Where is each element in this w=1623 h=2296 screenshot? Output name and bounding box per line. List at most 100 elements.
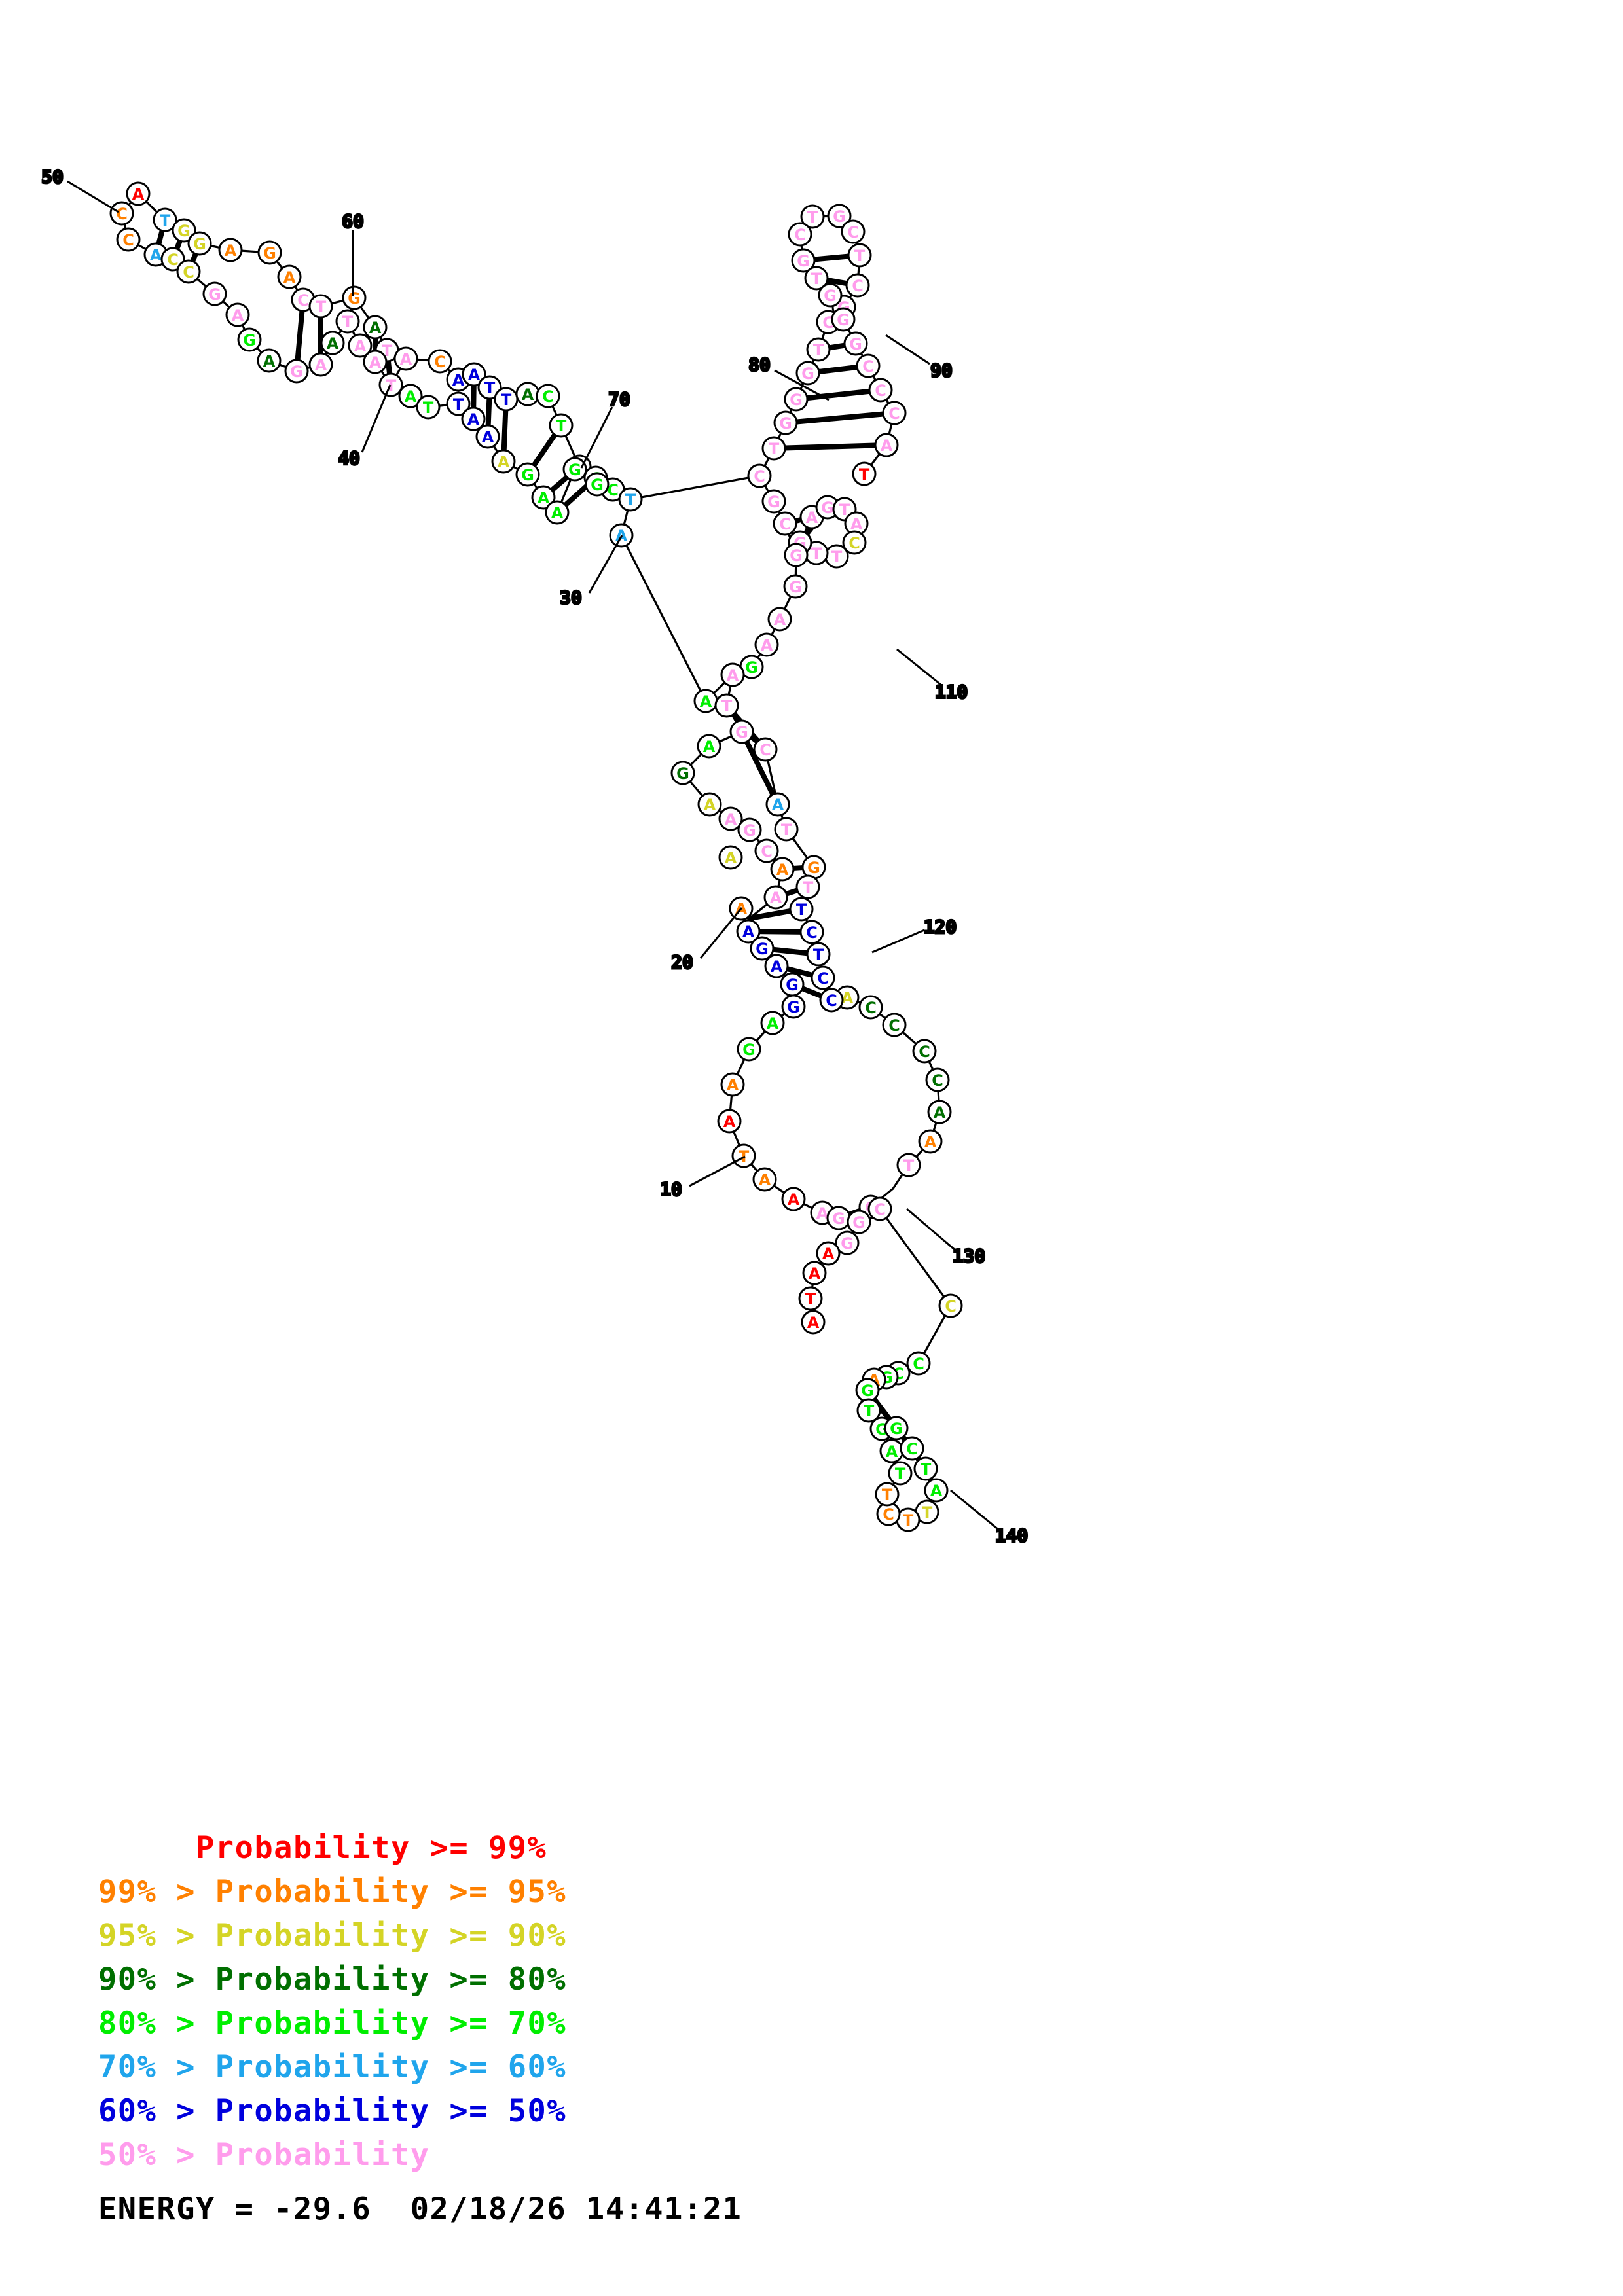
svg-text:G: G (745, 658, 758, 677)
svg-text:G: G (797, 252, 810, 270)
svg-text:A: A (468, 366, 481, 384)
svg-text:A: A (742, 923, 755, 941)
svg-text:C: C (779, 515, 791, 533)
position-number-120: 120 (924, 916, 957, 938)
svg-text:T: T (501, 391, 512, 409)
probability-legend: Probability >= 99% 99% > Probability >= … (0, 1826, 1623, 2227)
svg-text:A: A (369, 319, 382, 337)
svg-text:A: A (934, 1103, 946, 1122)
legend-row-95: 99% > Probability >= 95% (98, 1874, 567, 1910)
svg-text:G: G (767, 493, 780, 511)
svg-text:T: T (781, 821, 792, 839)
svg-text:A: A (400, 350, 412, 368)
svg-text:C: C (847, 223, 859, 242)
svg-text:C: C (919, 1043, 930, 1061)
svg-text:G: G (890, 1420, 903, 1438)
position-leader-line (699, 907, 743, 959)
svg-text:A: A (369, 353, 382, 372)
svg-text:C: C (167, 251, 179, 269)
svg-text:A: A (816, 1204, 829, 1223)
svg-text:G: G (521, 466, 534, 484)
svg-text:G: G (756, 940, 769, 958)
svg-text:G: G (742, 1041, 756, 1059)
svg-text:G: G (861, 1382, 874, 1400)
svg-text:A: A (150, 246, 162, 264)
svg-text:G: G (243, 331, 256, 350)
svg-text:C: C (761, 842, 773, 861)
svg-text:A: A (522, 386, 534, 404)
svg-text:T: T (556, 417, 567, 435)
svg-text:A: A (930, 1482, 943, 1500)
svg-text:T: T (859, 465, 870, 484)
svg-text:G: G (735, 723, 748, 742)
svg-text:C: C (913, 1355, 924, 1373)
svg-text:C: C (817, 969, 829, 988)
svg-text:T: T (625, 491, 636, 509)
svg-text:A: A (841, 989, 854, 1007)
svg-text:A: A (727, 1076, 739, 1094)
svg-text:C: C (852, 277, 864, 295)
legend-row-90: 95% > Probability >= 90% (98, 1918, 567, 1954)
svg-text:A: A (482, 428, 494, 446)
svg-text:G: G (568, 461, 581, 479)
svg-text:T: T (813, 341, 824, 359)
position-leader-line (580, 406, 613, 469)
svg-text:T: T (922, 1503, 933, 1522)
position-number-140: 140 (995, 1525, 1029, 1547)
svg-text:G: G (852, 1213, 866, 1232)
svg-text:G: G (790, 391, 803, 409)
svg-text:G: G (779, 414, 792, 433)
svg-text:C: C (888, 1016, 900, 1035)
svg-text:A: A (767, 1014, 779, 1033)
svg-text:A: A (806, 509, 818, 527)
position-leader-line (950, 1489, 999, 1531)
svg-text:T: T (807, 208, 818, 226)
svg-text:C: C (116, 205, 128, 223)
legend-row-99: Probability >= 99% (98, 1830, 547, 1866)
legend-row-60: 70% > Probability >= 60% (98, 2049, 567, 2085)
svg-text:T: T (803, 878, 814, 897)
svg-text:A: A (774, 611, 786, 629)
position-number-110: 110 (935, 681, 968, 703)
svg-text:T: T (903, 1511, 914, 1530)
svg-text:G: G (348, 289, 361, 308)
svg-text:T: T (921, 1460, 932, 1479)
position-labels: 10 20 30 40 50 60 70 80 90 110 120 130 140 (41, 165, 1029, 1547)
position-leader-line (896, 648, 941, 686)
svg-text:A: A (538, 489, 550, 507)
position-number-30: 30 (560, 587, 582, 609)
svg-text:T: T (895, 1465, 906, 1483)
svg-text:T: T (342, 313, 354, 331)
position-number-70: 70 (608, 389, 630, 410)
rna-structure-panel: C A T C A G C G C A G A C T G A G A G A … (41, 165, 1029, 1547)
svg-text:G: G (786, 976, 799, 994)
svg-text:A: A (354, 337, 367, 355)
svg-text:C: C (434, 353, 446, 371)
svg-text:A: A (924, 1133, 937, 1151)
position-number-10: 10 (660, 1179, 682, 1200)
svg-text:A: A (725, 849, 737, 867)
svg-text:T: T (864, 1402, 875, 1420)
svg-text:A: A (225, 242, 237, 260)
svg-text:T: T (484, 379, 496, 397)
svg-text:T: T (453, 395, 464, 414)
svg-text:G: G (832, 1210, 845, 1228)
svg-text:T: T (796, 901, 807, 919)
position-number-130: 130 (953, 1246, 986, 1267)
svg-text:A: A (703, 738, 716, 756)
position-leader-line (588, 535, 623, 594)
svg-text:C: C (806, 924, 818, 942)
position-leader-line (67, 180, 119, 213)
svg-text:C: C (874, 1200, 886, 1219)
svg-text:C: C (865, 999, 877, 1017)
legend-row-80: 90% > Probability >= 80% (98, 1962, 567, 1998)
legend-row-50: 60% > Probability >= 50% (98, 2093, 567, 2129)
svg-text:A: A (759, 1171, 771, 1189)
svg-text:C: C (875, 382, 886, 400)
svg-text:A: A (452, 371, 465, 389)
svg-text:C: C (906, 1440, 918, 1458)
svg-text:A: A (405, 387, 417, 406)
svg-text:T: T (811, 545, 822, 563)
svg-text:A: A (886, 1443, 898, 1461)
svg-text:T: T (811, 270, 822, 288)
